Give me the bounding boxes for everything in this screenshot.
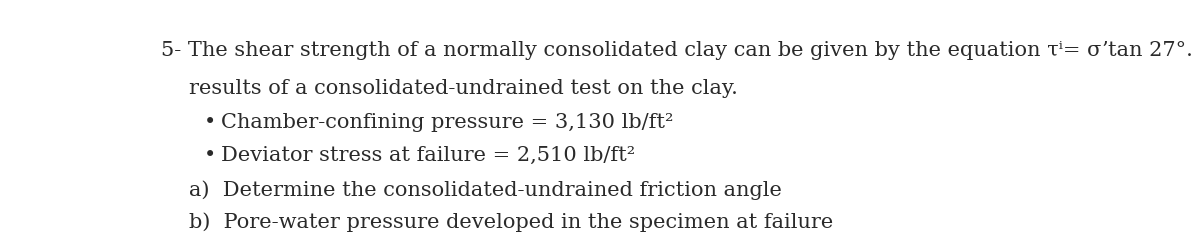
Text: b)  Pore-water pressure developed in the specimen at failure: b) Pore-water pressure developed in the … bbox=[190, 213, 833, 232]
Text: Chamber-confining pressure = 3,130 lb/ft²: Chamber-confining pressure = 3,130 lb/ft… bbox=[221, 113, 673, 132]
Text: a)  Determine the consolidated-undrained friction angle: a) Determine the consolidated-undrained … bbox=[190, 180, 782, 200]
Text: results of a consolidated-undrained test on the clay.: results of a consolidated-undrained test… bbox=[190, 79, 738, 98]
Text: •: • bbox=[204, 113, 216, 132]
Text: •: • bbox=[204, 146, 216, 165]
Text: Deviator stress at failure = 2,510 lb/ft²: Deviator stress at failure = 2,510 lb/ft… bbox=[221, 146, 635, 165]
Text: 5- The shear strength of a normally consolidated clay can be given by the equati: 5- The shear strength of a normally cons… bbox=[161, 41, 1200, 60]
